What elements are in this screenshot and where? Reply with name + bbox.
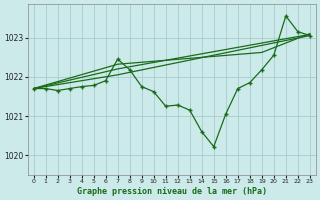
X-axis label: Graphe pression niveau de la mer (hPa): Graphe pression niveau de la mer (hPa) — [77, 187, 267, 196]
